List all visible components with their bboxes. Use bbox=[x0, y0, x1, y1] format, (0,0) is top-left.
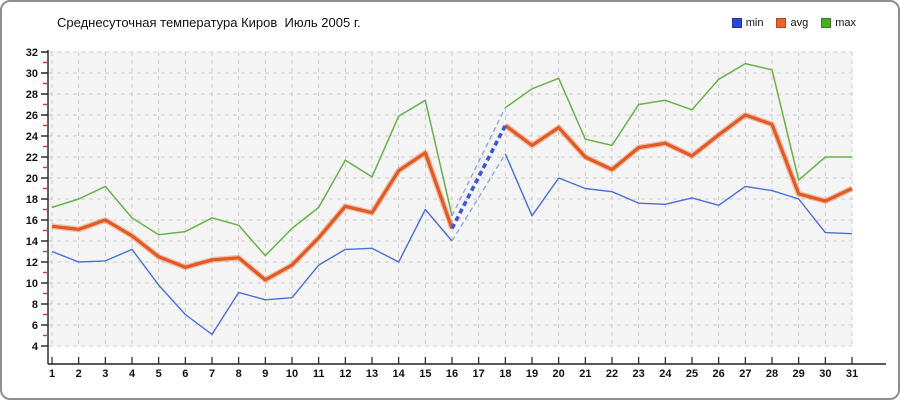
y-tick-label: 14 bbox=[26, 236, 39, 248]
y-tick-label: 10 bbox=[26, 278, 38, 290]
x-tick-label: 14 bbox=[393, 368, 406, 380]
y-tick-label: 12 bbox=[26, 257, 38, 269]
x-tick-label: 28 bbox=[766, 368, 778, 380]
legend-label-max: max bbox=[835, 17, 856, 29]
y-tick-label: 18 bbox=[26, 194, 38, 206]
series-line-min bbox=[51, 153, 853, 336]
x-tick-label: 7 bbox=[209, 368, 215, 380]
x-tick-label: 19 bbox=[526, 368, 538, 380]
y-tick-label: 28 bbox=[26, 89, 38, 101]
y-tick-label: 24 bbox=[26, 131, 39, 143]
x-tick-label: 27 bbox=[739, 368, 751, 380]
interpolated-segment-max bbox=[451, 107, 506, 217]
x-tick-label: 18 bbox=[499, 368, 511, 380]
y-tick-label: 32 bbox=[26, 47, 38, 59]
x-tick-label: 6 bbox=[182, 368, 188, 380]
y-tick-label: 20 bbox=[26, 173, 38, 185]
x-tick-label: 1 bbox=[49, 368, 55, 380]
interpolated-segment-min bbox=[451, 153, 506, 242]
x-tick-label: 30 bbox=[819, 368, 831, 380]
x-tick-label: 11 bbox=[313, 368, 325, 380]
series-line-max bbox=[51, 62, 852, 257]
x-tick-label: 5 bbox=[156, 368, 162, 380]
x-tick-label: 15 bbox=[419, 368, 431, 380]
x-tick-label: 29 bbox=[793, 368, 805, 380]
x-tick-label: 23 bbox=[633, 368, 645, 380]
interpolated-segment-avg bbox=[450, 124, 507, 230]
x-tick-label: 13 bbox=[366, 368, 378, 380]
x-tick-label: 26 bbox=[713, 368, 725, 380]
legend-swatch-max bbox=[821, 18, 832, 28]
y-tick-label: 22 bbox=[26, 152, 38, 164]
x-tick-label: 4 bbox=[129, 368, 136, 380]
series-line-avg bbox=[51, 113, 853, 282]
x-tick-label: 16 bbox=[446, 368, 458, 380]
y-tick-label: 4 bbox=[32, 341, 39, 353]
x-tick-label: 3 bbox=[102, 368, 108, 380]
x-tick-label: 8 bbox=[236, 368, 242, 380]
x-tick-label: 9 bbox=[262, 368, 268, 380]
legend-swatch-avg bbox=[776, 18, 787, 28]
x-tick-label: 25 bbox=[686, 368, 698, 380]
chart-title: Среднесуточная температура Киров Июль 20… bbox=[57, 15, 361, 30]
legend: min avg max bbox=[731, 17, 856, 29]
x-tick-label: 21 bbox=[579, 368, 591, 380]
x-tick-label: 17 bbox=[473, 368, 485, 380]
legend-item-avg: avg bbox=[776, 17, 808, 29]
x-tick-label: 2 bbox=[76, 368, 82, 380]
y-tick-label: 16 bbox=[26, 215, 38, 227]
x-tick-label: 22 bbox=[606, 368, 618, 380]
y-tick-label: 30 bbox=[26, 68, 38, 80]
y-tick-label: 26 bbox=[26, 110, 38, 122]
legend-swatch-min bbox=[731, 18, 742, 28]
legend-item-max: max bbox=[821, 17, 856, 29]
x-tick-label: 12 bbox=[339, 368, 351, 380]
legend-label-min: min bbox=[745, 17, 764, 29]
x-tick-label: 10 bbox=[286, 368, 298, 380]
legend-item-min: min bbox=[731, 17, 764, 29]
y-tick-label: 8 bbox=[32, 299, 38, 311]
legend-label-avg: avg bbox=[790, 17, 809, 29]
y-tick-label: 6 bbox=[32, 320, 38, 332]
x-tick-label: 24 bbox=[659, 368, 672, 380]
x-tick-label: 31 bbox=[846, 368, 858, 380]
x-tick-label: 20 bbox=[553, 368, 565, 380]
